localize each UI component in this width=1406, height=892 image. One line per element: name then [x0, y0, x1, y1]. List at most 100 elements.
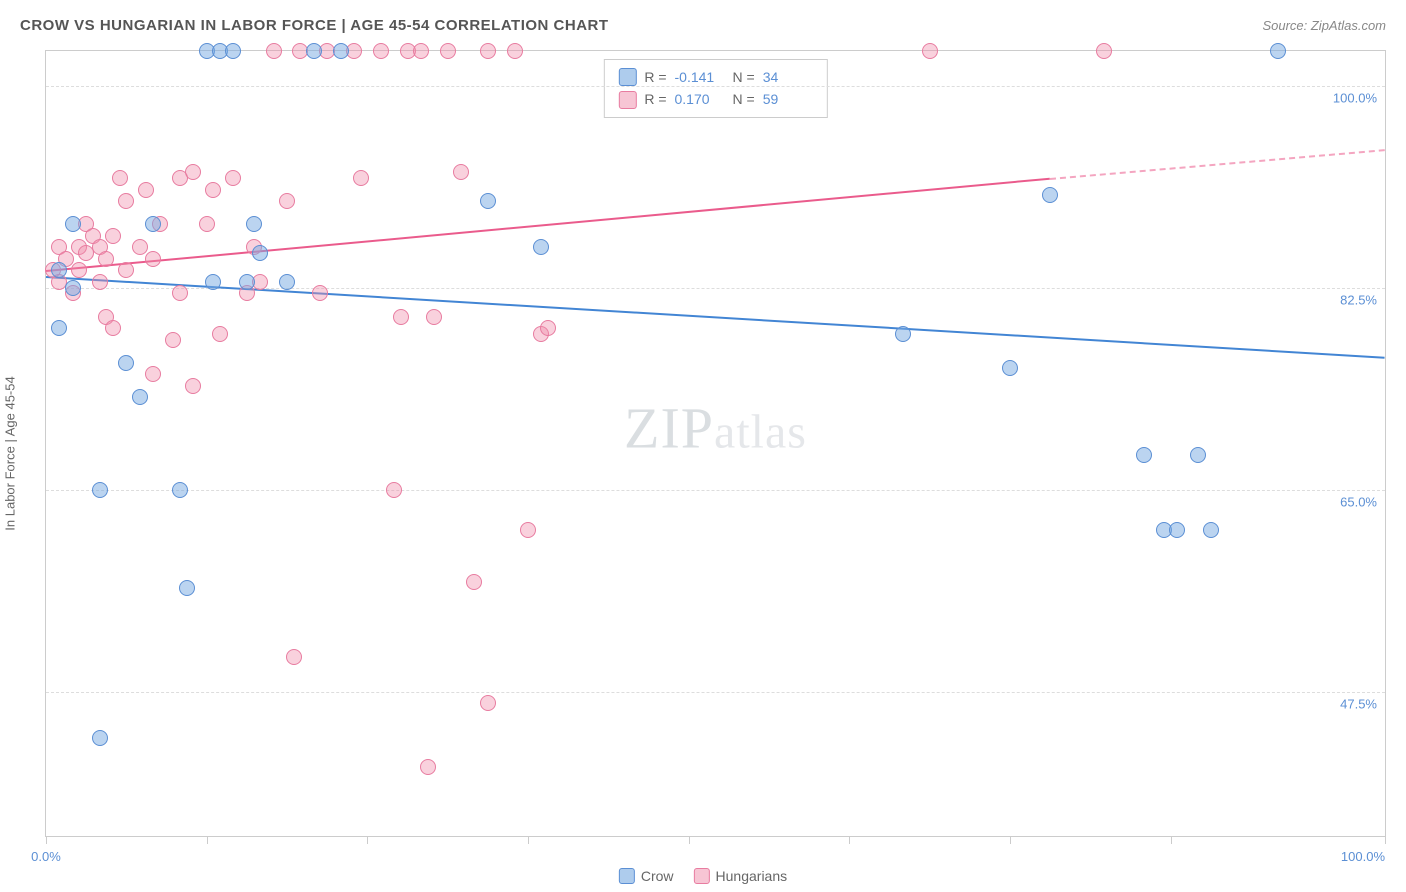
data-point-crow — [1042, 187, 1058, 203]
data-point-crow — [1203, 522, 1219, 538]
data-point-hung — [373, 43, 389, 59]
data-point-hung — [353, 170, 369, 186]
trend-line-pink — [46, 178, 1050, 272]
data-point-crow — [480, 193, 496, 209]
data-point-hung — [440, 43, 456, 59]
data-point-crow — [246, 216, 262, 232]
legend-n-label: N = — [733, 88, 755, 110]
legend-n-value: 59 — [763, 88, 813, 110]
data-point-hung — [420, 759, 436, 775]
data-point-crow — [145, 216, 161, 232]
data-point-hung — [1096, 43, 1112, 59]
series-legend-item: Hungarians — [694, 868, 788, 884]
gridline-h — [46, 86, 1385, 87]
chart-container: CROW VS HUNGARIAN IN LABOR FORCE | AGE 4… — [0, 0, 1406, 892]
x-tick — [1385, 836, 1386, 844]
data-point-crow — [1270, 43, 1286, 59]
data-point-hung — [312, 285, 328, 301]
data-point-hung — [145, 366, 161, 382]
chart-title: CROW VS HUNGARIAN IN LABOR FORCE | AGE 4… — [20, 17, 609, 34]
data-point-hung — [393, 309, 409, 325]
data-point-hung — [98, 251, 114, 267]
data-point-hung — [118, 262, 134, 278]
data-point-crow — [179, 580, 195, 596]
data-point-crow — [895, 326, 911, 342]
legend-label: Hungarians — [716, 868, 788, 884]
data-point-crow — [533, 239, 549, 255]
stats-legend-row: R = 0.170 N = 59 — [618, 88, 812, 110]
data-point-crow — [252, 245, 268, 261]
data-point-crow — [1136, 447, 1152, 463]
legend-swatch-crow — [618, 68, 636, 86]
data-point-hung — [92, 274, 108, 290]
data-point-hung — [480, 43, 496, 59]
data-point-hung — [386, 482, 402, 498]
data-point-hung — [205, 182, 221, 198]
x-tick — [528, 836, 529, 844]
data-point-hung — [105, 320, 121, 336]
data-point-hung — [71, 262, 87, 278]
data-point-hung — [112, 170, 128, 186]
stats-legend: R =-0.141N =34R =0.170N =59 — [603, 59, 827, 118]
series-legend-item: Crow — [619, 868, 674, 884]
data-point-hung — [145, 251, 161, 267]
data-point-hung — [225, 170, 241, 186]
data-point-crow — [1169, 522, 1185, 538]
data-point-hung — [922, 43, 938, 59]
data-point-crow — [1190, 447, 1206, 463]
header: CROW VS HUNGARIAN IN LABOR FORCE | AGE 4… — [0, 0, 1406, 50]
data-point-hung — [185, 378, 201, 394]
data-point-hung — [199, 216, 215, 232]
y-tick-label: 100.0% — [1333, 90, 1377, 105]
data-point-crow — [333, 43, 349, 59]
data-point-crow — [65, 216, 81, 232]
legend-swatch-crow — [619, 868, 635, 884]
data-point-crow — [65, 280, 81, 296]
x-tick-label-max: 100.0% — [1341, 849, 1385, 864]
data-point-hung — [413, 43, 429, 59]
data-point-hung — [172, 285, 188, 301]
data-point-crow — [279, 274, 295, 290]
data-point-hung — [480, 695, 496, 711]
data-point-hung — [212, 326, 228, 342]
x-tick — [46, 836, 47, 844]
data-point-hung — [138, 182, 154, 198]
data-point-hung — [165, 332, 181, 348]
data-point-crow — [225, 43, 241, 59]
data-point-crow — [92, 482, 108, 498]
data-point-hung — [520, 522, 536, 538]
legend-label: Crow — [641, 868, 674, 884]
y-axis-label: In Labor Force | Age 45-54 — [3, 376, 18, 530]
legend-r-label: R = — [644, 88, 666, 110]
data-point-crow — [51, 262, 67, 278]
watermark-zip: ZIP — [624, 395, 714, 460]
data-point-crow — [51, 320, 67, 336]
trend-line-pink — [1050, 149, 1385, 180]
data-point-hung — [466, 574, 482, 590]
gridline-h — [46, 490, 1385, 491]
y-tick-label: 47.5% — [1340, 696, 1377, 711]
data-point-hung — [105, 228, 121, 244]
gridline-h — [46, 692, 1385, 693]
data-point-hung — [540, 320, 556, 336]
watermark: ZIPatlas — [624, 394, 807, 461]
series-legend: Crow Hungarians — [619, 868, 787, 884]
y-tick-label: 65.0% — [1340, 494, 1377, 509]
legend-swatch-hung — [694, 868, 710, 884]
data-point-crow — [92, 730, 108, 746]
data-point-hung — [118, 193, 134, 209]
data-point-crow — [118, 355, 134, 371]
x-tick-label-min: 0.0% — [31, 849, 61, 864]
legend-swatch-hung — [618, 91, 636, 109]
data-point-hung — [426, 309, 442, 325]
legend-r-value: 0.170 — [675, 88, 725, 110]
data-point-hung — [453, 164, 469, 180]
y-tick-label: 82.5% — [1340, 292, 1377, 307]
data-point-crow — [306, 43, 322, 59]
data-point-crow — [132, 389, 148, 405]
data-point-hung — [279, 193, 295, 209]
source-attribution: Source: ZipAtlas.com — [1262, 18, 1386, 33]
data-point-crow — [205, 274, 221, 290]
watermark-atlas: atlas — [714, 405, 807, 458]
data-point-hung — [266, 43, 282, 59]
